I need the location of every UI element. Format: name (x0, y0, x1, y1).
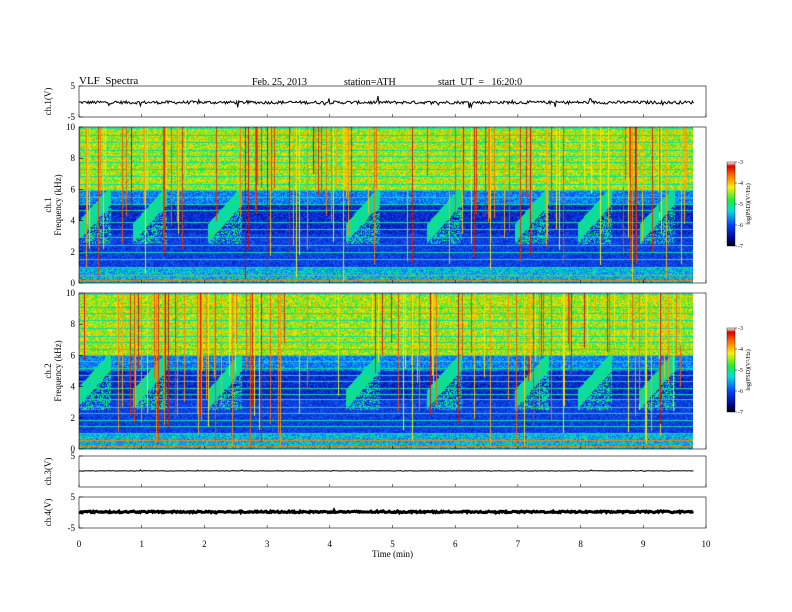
y-axis-label: Frequency (kHz) (53, 340, 63, 401)
y-tick-label: 6 (71, 350, 76, 360)
panel-frame-ch1-waveform (78, 85, 707, 118)
y-tick-label: 8 (71, 153, 76, 163)
colorbar-tick-label: -3 (738, 160, 743, 166)
colorbar-tick-label: -3 (738, 326, 743, 332)
waveform-trace-ch4-waveform (78, 507, 694, 516)
colorbar-tick-label: -7 (738, 244, 743, 250)
x-tick-label: 7 (516, 539, 521, 549)
figure-start-time: start UT = 16:20:0 (438, 77, 523, 88)
figure-date: Feb. 25, 2013 (252, 77, 307, 88)
waveform-trace-ch3-waveform (78, 469, 694, 472)
y-tick-label: -5 (68, 523, 76, 533)
y-tick-label: 4 (71, 216, 76, 226)
y-axis-label: Frequency (kHz) (53, 174, 63, 235)
x-tick-label: 8 (578, 539, 583, 549)
figure-title: VLF Spectra (79, 75, 139, 87)
colorbar-tick-label: -7 (738, 410, 743, 416)
y-tick-label: 0 (71, 444, 76, 454)
y-tick-label: 10 (66, 122, 76, 132)
y-tick-label: 5 (71, 451, 76, 461)
y-axis-channel-label: ch.2 (43, 363, 53, 378)
y-tick-label: 5 (71, 492, 76, 502)
y-axis-channel-label: ch.1 (43, 197, 53, 212)
colorbar (726, 327, 736, 413)
x-tick-label: 2 (202, 539, 207, 549)
colorbar-tick-label: -4 (738, 347, 743, 353)
y-tick-label: 4 (71, 382, 76, 392)
colorbar-tick-label: -5 (738, 368, 743, 374)
colorbar-tick-label: -6 (738, 389, 743, 395)
colorbar-tick-label: -6 (738, 223, 743, 229)
y-tick-label: 8 (71, 319, 76, 329)
y-tick-label: 5 (71, 81, 76, 91)
colorbar-tick-label: -4 (738, 181, 743, 187)
x-tick-label: 3 (265, 539, 270, 549)
y-axis-label: ch.1(V) (43, 88, 53, 116)
y-tick-label: -5 (68, 112, 76, 122)
x-tick-label: 10 (702, 539, 712, 549)
colorbar-tick-label: -5 (738, 202, 743, 208)
y-tick-label: 10 (66, 288, 76, 298)
y-axis-label: ch.3(V) (43, 458, 53, 486)
y-tick-label: 2 (71, 413, 76, 423)
spectrogram-image-ch2-spectrogram (79, 293, 693, 449)
x-tick-label: 0 (77, 539, 82, 549)
x-axis-label: Time (min) (372, 549, 413, 559)
x-tick-label: 1 (139, 539, 144, 549)
colorbar-label: log(PSD)(V²/Hz) (745, 349, 752, 390)
y-axis-label: ch.4(V) (43, 499, 53, 527)
colorbar (726, 161, 736, 247)
x-tick-label: 4 (328, 539, 333, 549)
figure-station: station=ATH (344, 77, 396, 88)
y-tick-label: 0 (71, 278, 76, 288)
x-tick-label: 6 (453, 539, 458, 549)
y-tick-label: 6 (71, 184, 76, 194)
y-tick-label: 2 (71, 247, 76, 257)
x-tick-label: 9 (641, 539, 646, 549)
spectrogram-image-ch1-spectrogram (79, 127, 693, 283)
colorbar-label: log(PSD)(V²/Hz) (745, 183, 752, 224)
x-tick-label: 5 (390, 539, 395, 549)
waveform-trace-ch1-waveform (78, 95, 694, 110)
